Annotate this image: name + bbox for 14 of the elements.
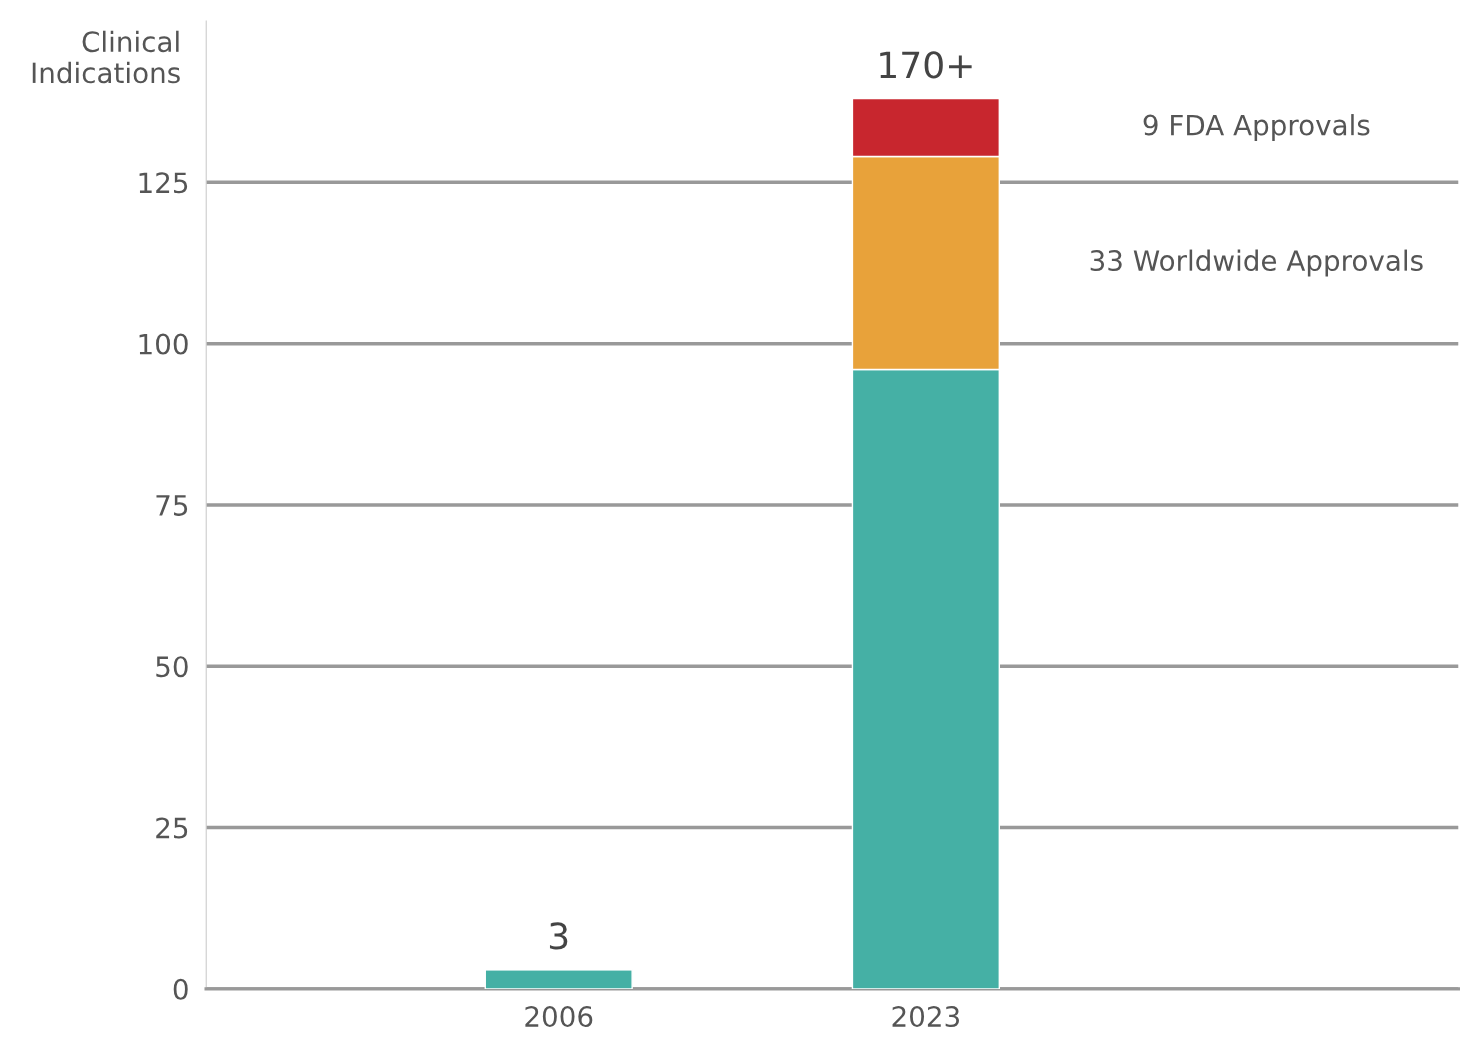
text: 9 FDA Approvals — [1143, 114, 1370, 141]
text: 33 Worldwide Approvals — [1090, 249, 1423, 277]
y-tick-label: 100 — [139, 333, 188, 355]
y-tick-label: 75 — [156, 495, 188, 516]
y-axis-title: Clinical Indications — [32, 30, 180, 84]
y-tick-label: 125 — [139, 172, 188, 194]
y-tick-label: 0 — [173, 978, 188, 1000]
y-tick-label: 50 — [156, 656, 188, 678]
y-tick-label: 25 — [156, 817, 188, 839]
total-label: 3 — [549, 922, 568, 950]
x-tick-label: 2023 — [892, 1006, 959, 1028]
x-tick-label: 2006 — [525, 1006, 593, 1028]
total-label: 170+ — [880, 51, 972, 79]
bar — [484, 968, 633, 989]
